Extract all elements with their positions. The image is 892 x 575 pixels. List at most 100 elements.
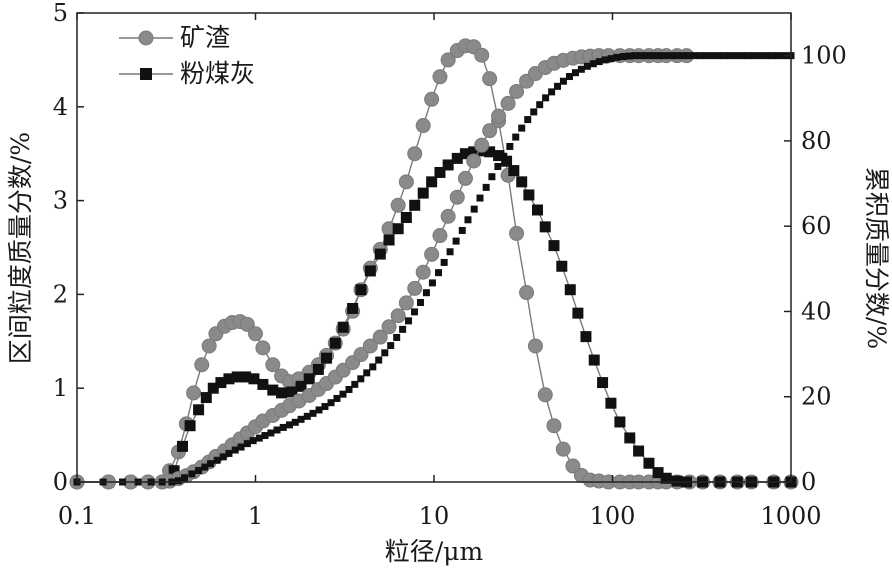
data-point: [624, 432, 636, 444]
data-point: [440, 258, 448, 266]
data-point: [524, 116, 532, 124]
data-point: [531, 204, 543, 216]
legend-entry-fly-ash: 粉煤灰: [119, 59, 255, 88]
data-point: [589, 60, 597, 68]
data-point: [315, 406, 323, 414]
data-point: [422, 289, 430, 297]
data-point: [449, 189, 465, 205]
x-tick-label: 1000: [760, 502, 821, 530]
legend-entry-slag: 矿渣: [119, 23, 230, 52]
data-point: [512, 133, 520, 141]
data-point: [411, 308, 419, 316]
data-point: [329, 337, 341, 349]
data-point: [519, 285, 535, 301]
data-point: [546, 418, 562, 434]
data-point: [588, 354, 600, 366]
data-point: [409, 199, 421, 211]
data-point: [297, 415, 305, 423]
data-point: [679, 52, 687, 60]
data-point: [248, 326, 263, 342]
data-point: [631, 52, 639, 60]
data-point: [530, 108, 538, 116]
data-point: [219, 453, 227, 461]
data-point: [435, 269, 443, 277]
data-point: [572, 307, 584, 319]
data-point: [643, 52, 651, 60]
data-point: [555, 441, 571, 457]
data-point: [744, 52, 752, 60]
data-point: [565, 458, 581, 474]
data-point: [369, 363, 377, 371]
data-point: [321, 403, 329, 411]
data-point: [643, 457, 655, 469]
data-point: [482, 183, 490, 191]
data-point: [415, 118, 431, 134]
data-point: [605, 397, 617, 409]
data-point: [186, 385, 202, 401]
data-point: [177, 440, 189, 452]
data-point: [619, 52, 627, 60]
data-point: [732, 52, 740, 60]
data-point: [201, 463, 209, 471]
data-point: [564, 284, 576, 296]
data-point: [518, 124, 526, 132]
y-right-tick-label: 80: [801, 127, 832, 155]
data-point: [491, 108, 507, 124]
series-layer: [69, 38, 799, 490]
data-point: [265, 357, 281, 373]
data-point: [614, 416, 626, 428]
data-point: [565, 73, 573, 81]
data-point: [673, 52, 681, 60]
legend-marker-slag: [138, 30, 154, 46]
data-point: [459, 148, 471, 160]
data-point: [774, 52, 782, 60]
data-point: [509, 225, 525, 241]
y-right-tick-label: 40: [801, 297, 832, 325]
data-point: [571, 69, 579, 77]
data-point: [542, 94, 550, 102]
data-point: [424, 246, 440, 262]
data-point: [474, 137, 490, 153]
data-point: [720, 52, 728, 60]
data-point: [276, 387, 288, 399]
data-point: [231, 371, 243, 383]
data-point: [750, 52, 758, 60]
legend: 矿渣 粉煤灰: [119, 23, 255, 88]
data-point: [655, 52, 663, 60]
data-point: [440, 52, 456, 68]
data-point: [768, 52, 776, 60]
data-point: [577, 65, 585, 73]
x-tick-label: 10: [419, 502, 450, 530]
data-point: [556, 260, 568, 272]
data-point: [597, 377, 609, 389]
data-point: [381, 349, 389, 357]
y-axis-right-title: 累积质量分数/%: [862, 167, 891, 349]
y-left-tick-label: 4: [53, 93, 68, 121]
y-axis-left-title: 区间粒度质量分数/%: [6, 132, 35, 364]
data-point: [303, 412, 311, 420]
data-point: [303, 373, 315, 385]
axis-layer: 0.1 1 10 100 1000 0 1 2 3 4 5 0 20 40 60 80 100: [53, 0, 847, 530]
data-point: [457, 170, 473, 186]
data-point: [405, 317, 413, 325]
data-point: [168, 465, 180, 477]
data-point: [708, 52, 716, 60]
data-point: [509, 83, 525, 99]
data-point: [375, 356, 383, 364]
data-point: [372, 329, 388, 345]
data-point: [248, 373, 260, 385]
data-point: [501, 155, 513, 167]
data-point: [625, 52, 633, 60]
data-point: [225, 449, 233, 457]
data-point: [548, 88, 556, 96]
data-point: [607, 55, 615, 63]
data-point: [194, 357, 210, 373]
data-point: [649, 52, 657, 60]
data-point: [345, 385, 353, 393]
y-left-tick-label: 0: [53, 468, 68, 496]
data-point: [762, 52, 770, 60]
data-point: [671, 475, 683, 487]
data-point: [440, 208, 456, 224]
data-point: [273, 426, 281, 434]
data-point: [390, 308, 406, 324]
